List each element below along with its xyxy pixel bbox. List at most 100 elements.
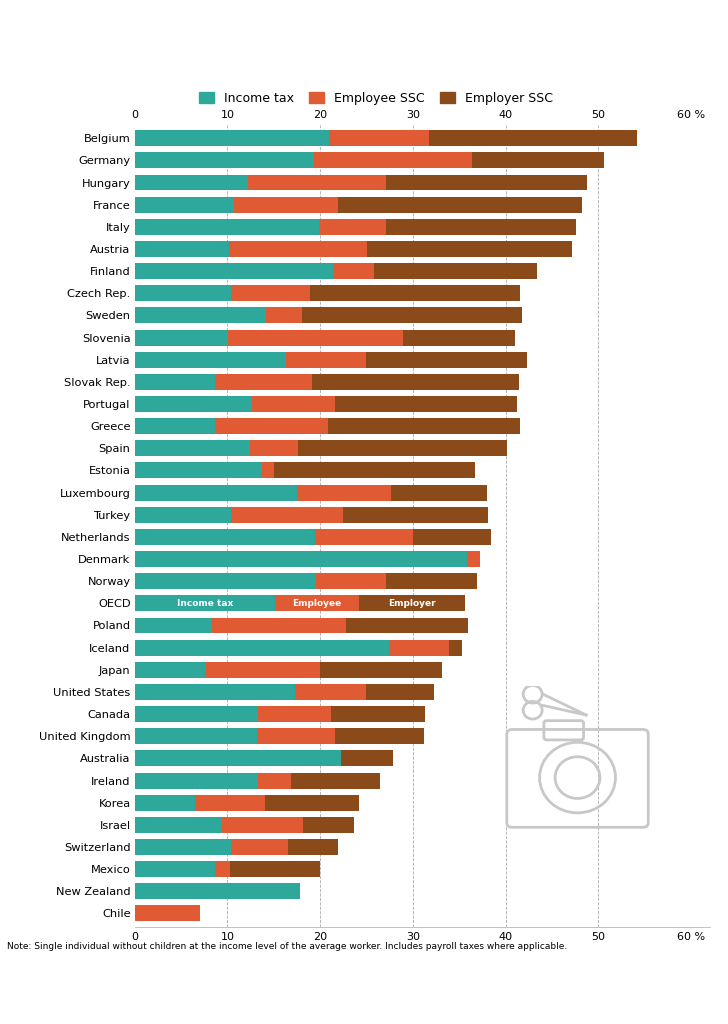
Bar: [365, 684, 435, 700]
Bar: [135, 307, 266, 324]
Bar: [135, 440, 250, 457]
Bar: [232, 507, 344, 522]
Bar: [135, 529, 314, 545]
Text: Average tax wedge: Average tax wedge: [95, 16, 441, 47]
Bar: [314, 529, 413, 545]
Bar: [135, 153, 314, 168]
Text: Note: Single individual without children at the income level of the average work: Note: Single individual without children…: [7, 942, 568, 950]
Bar: [195, 795, 266, 811]
Bar: [320, 219, 386, 234]
Bar: [215, 374, 312, 390]
Bar: [229, 330, 403, 345]
Bar: [135, 374, 215, 390]
Bar: [374, 263, 537, 280]
Bar: [253, 396, 335, 412]
Text: Income tax: Income tax: [177, 599, 233, 608]
Bar: [229, 241, 367, 257]
Bar: [221, 817, 303, 833]
Bar: [341, 751, 392, 766]
Bar: [135, 396, 253, 412]
Bar: [467, 551, 480, 567]
Bar: [266, 795, 359, 811]
Bar: [314, 153, 472, 168]
Bar: [135, 573, 317, 589]
Bar: [135, 839, 232, 855]
Bar: [359, 595, 465, 611]
Bar: [365, 351, 527, 368]
Bar: [331, 707, 425, 722]
Bar: [344, 507, 488, 522]
Bar: [386, 573, 477, 589]
Bar: [257, 728, 335, 744]
Bar: [135, 463, 262, 478]
Bar: [330, 130, 429, 146]
Bar: [328, 418, 520, 434]
Bar: [472, 153, 604, 168]
Bar: [135, 351, 286, 368]
Bar: [298, 440, 507, 457]
Bar: [386, 174, 587, 190]
Bar: [135, 219, 320, 234]
Bar: [258, 772, 290, 788]
Bar: [135, 595, 274, 611]
Legend: Income tax, Employee SSC, Employer SSC: Income tax, Employee SSC, Employer SSC: [194, 87, 558, 110]
Bar: [135, 817, 221, 833]
Bar: [232, 839, 288, 855]
Bar: [413, 529, 491, 545]
Bar: [266, 307, 301, 324]
Bar: [232, 286, 310, 301]
Bar: [215, 861, 230, 878]
Bar: [262, 463, 274, 478]
Bar: [135, 263, 333, 280]
Bar: [295, 684, 365, 700]
Bar: [347, 617, 467, 634]
Text: Source: OECD, Taxing Wages 2017: Source: OECD, Taxing Wages 2017: [15, 986, 232, 998]
Text: OECD: OECD: [659, 985, 706, 999]
Bar: [135, 662, 206, 678]
Bar: [135, 286, 232, 301]
Bar: [449, 640, 462, 655]
Bar: [391, 484, 487, 501]
Bar: [288, 839, 338, 855]
Bar: [290, 772, 379, 788]
Bar: [135, 241, 229, 257]
Bar: [386, 219, 577, 234]
Bar: [135, 130, 330, 146]
Text: Employer: Employer: [388, 599, 436, 608]
Bar: [274, 463, 475, 478]
Bar: [333, 263, 374, 280]
Bar: [215, 418, 328, 434]
Bar: [135, 684, 295, 700]
Bar: [335, 728, 424, 744]
Bar: [310, 286, 520, 301]
Text: As % of labour costs, OECD countries, 2016: As % of labour costs, OECD countries, 20…: [95, 100, 385, 113]
Bar: [312, 374, 519, 390]
Bar: [234, 197, 338, 213]
Bar: [135, 507, 232, 522]
Bar: [389, 640, 449, 655]
Bar: [135, 418, 215, 434]
Text: Employee: Employee: [293, 599, 341, 608]
Bar: [135, 197, 234, 213]
Bar: [135, 861, 215, 878]
Bar: [367, 241, 571, 257]
Bar: [301, 307, 523, 324]
Bar: [135, 728, 257, 744]
Bar: [135, 617, 212, 634]
Bar: [135, 484, 297, 501]
Bar: [286, 351, 365, 368]
Bar: [335, 396, 517, 412]
Bar: [274, 595, 359, 611]
Bar: [135, 174, 248, 190]
Bar: [135, 795, 195, 811]
Bar: [135, 640, 389, 655]
Text: Income tax + employee and employer social security contributions: Income tax + employee and employer socia…: [95, 68, 543, 81]
Bar: [320, 662, 442, 678]
Bar: [403, 330, 515, 345]
Bar: [135, 772, 258, 788]
Bar: [230, 861, 320, 878]
Bar: [248, 174, 386, 190]
Bar: [250, 440, 298, 457]
Bar: [135, 330, 229, 345]
Bar: [258, 707, 331, 722]
